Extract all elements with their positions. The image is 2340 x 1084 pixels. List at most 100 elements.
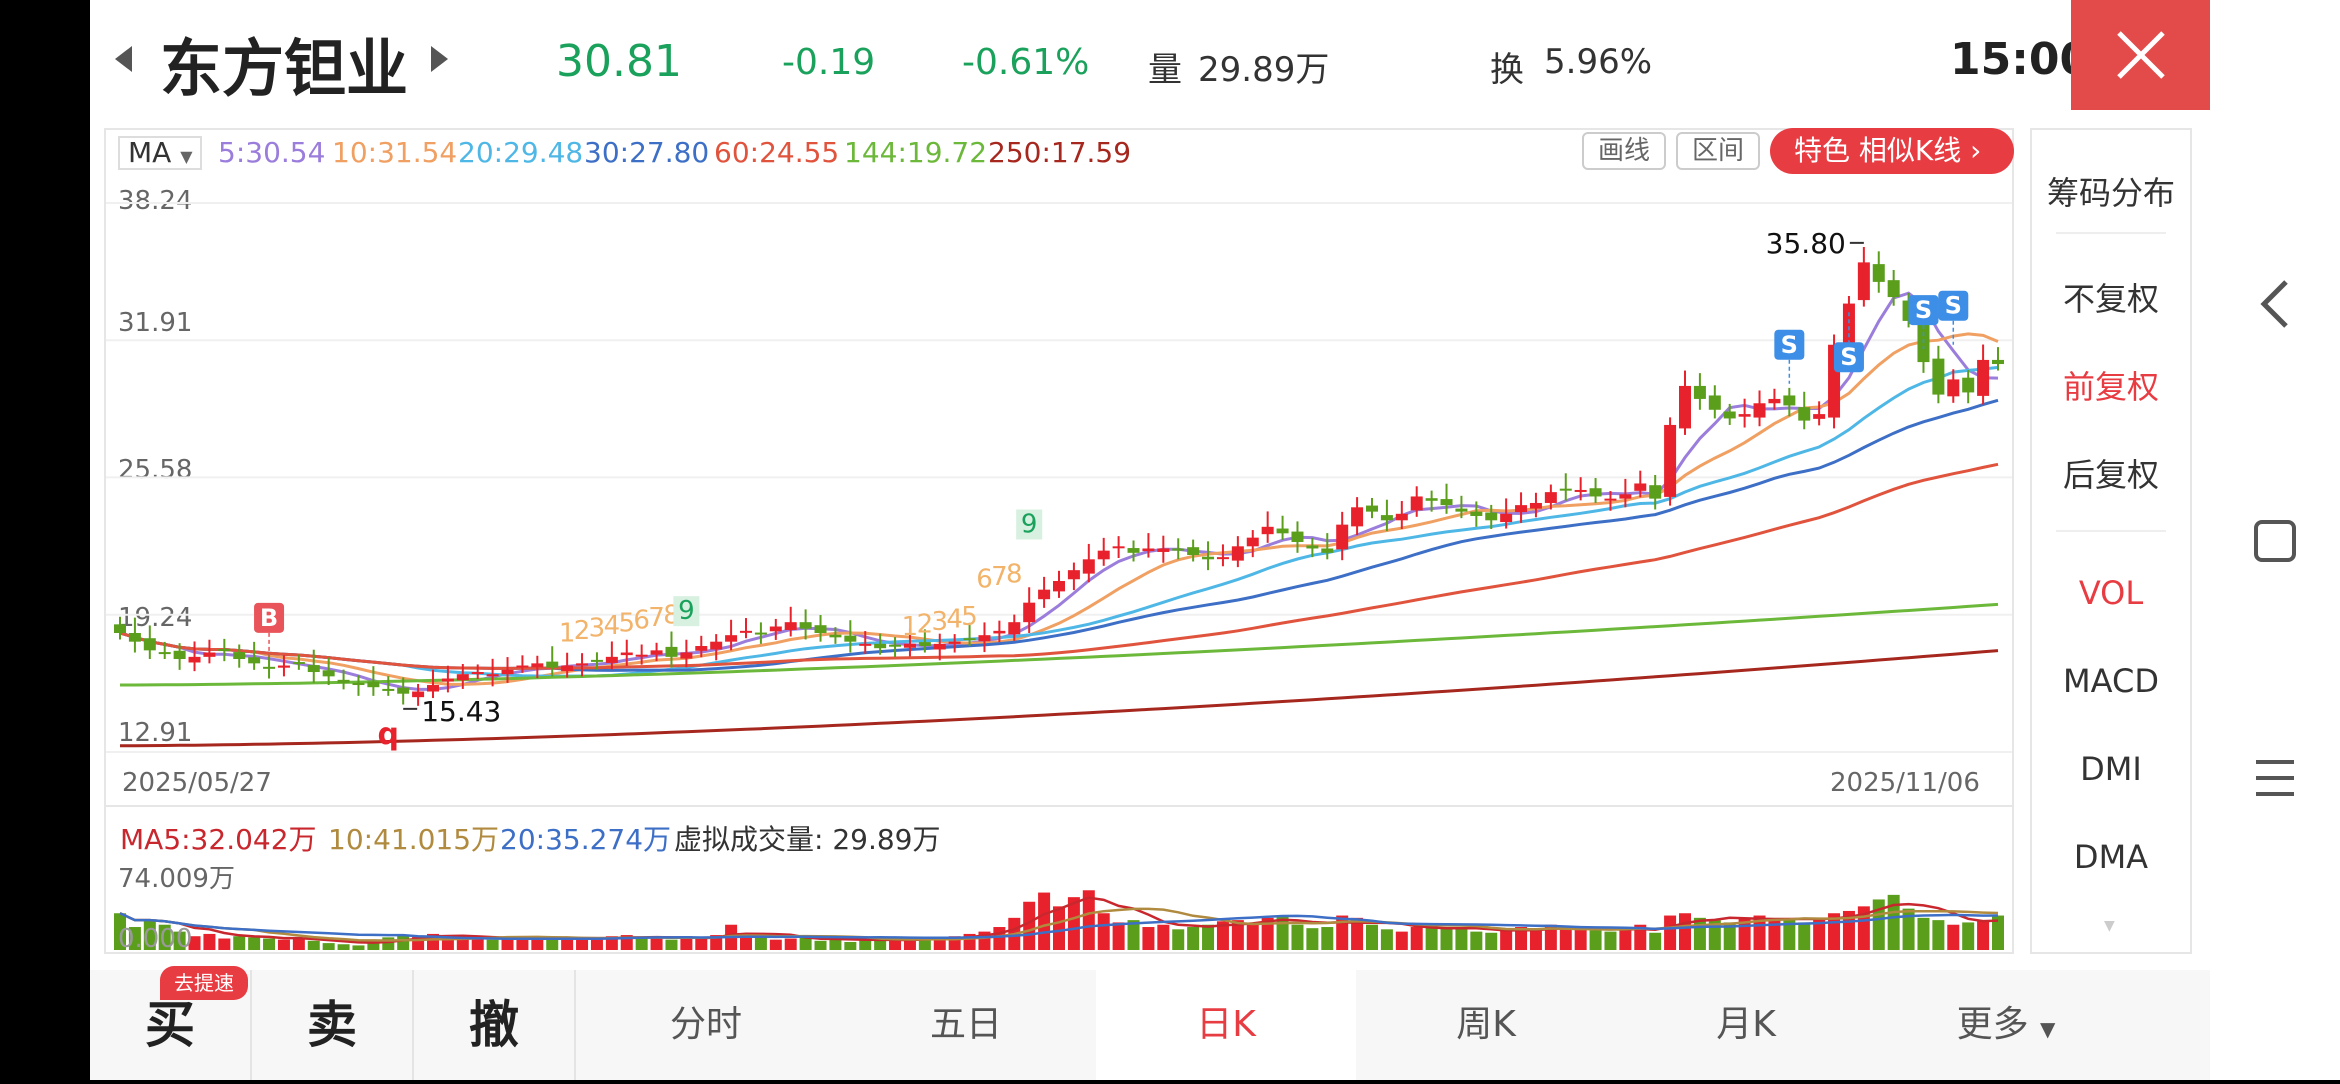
kline-chart-panel[interactable] (104, 128, 2014, 954)
candle-body (1455, 508, 1468, 512)
candle-body (829, 634, 842, 638)
candle-body (590, 659, 603, 662)
volume-bar (1187, 927, 1200, 950)
divider (2056, 232, 2166, 234)
sell-button[interactable]: 卖 (307, 996, 357, 1054)
ma144-value: 144:19.72 (844, 136, 988, 169)
volume-bar (322, 943, 335, 950)
candle-body (769, 626, 782, 632)
backward-adjust-option[interactable]: 后复权 (2062, 456, 2159, 494)
volume-bar (1216, 921, 1229, 950)
scroll-down-icon[interactable]: ▼ (2104, 918, 2115, 934)
candle-body (1172, 548, 1185, 551)
forward-adjust-option[interactable]: 前复权 (2062, 368, 2159, 406)
tab-intraday[interactable]: 分时 (669, 1004, 742, 1045)
volume-bar (1559, 929, 1572, 950)
candle-body (516, 665, 529, 668)
chip-distribution-button[interactable]: 筹码分布 (2046, 174, 2175, 212)
candle-body (322, 670, 335, 677)
nine-text: 9 (1021, 509, 1038, 539)
ma-selector-label: MA (128, 136, 172, 169)
ma60-value: 60:24.55 (714, 136, 840, 169)
turnover-label: 换 (1490, 50, 1524, 90)
indicator-dmi[interactable]: DMI (2080, 750, 2142, 788)
candle-body (784, 622, 797, 630)
tab-daily-k[interactable]: 日K (1096, 970, 1356, 1080)
volume-bar (799, 937, 812, 950)
draw-line-button[interactable]: 画线 (1582, 132, 1666, 170)
candle-body (1142, 548, 1155, 552)
range-button[interactable]: 区间 (1676, 132, 1760, 170)
volume-bar (1023, 901, 1036, 950)
candle-body (248, 657, 261, 664)
candle-body (1977, 359, 1990, 396)
indicator-macd[interactable]: MACD (2063, 662, 2159, 700)
candle-body (740, 630, 752, 633)
seq-count: 8 (1006, 559, 1023, 589)
candle-body (1366, 505, 1378, 512)
ma20-value: 20:29.48 (458, 136, 584, 169)
candle-body (814, 625, 827, 634)
candle-body (456, 674, 469, 681)
vol-max-label: 74.009万 (118, 864, 235, 894)
similar-kline-button[interactable]: 特色 相似K线 › (1770, 128, 2014, 174)
candle-body (173, 650, 186, 660)
candle-body (680, 652, 693, 659)
indicator-vol[interactable]: VOL (2078, 574, 2144, 612)
back-icon[interactable] (2250, 276, 2300, 332)
volume-bar (874, 938, 887, 950)
volume-bar (1410, 927, 1423, 950)
volume-bar (903, 939, 916, 950)
close-button[interactable] (2071, 0, 2210, 110)
candle-body (441, 678, 454, 682)
sell-marker-text: S (1840, 343, 1857, 371)
virtual-volume: 虚拟成交量: 29.89万 (674, 823, 941, 856)
prev-stock-icon[interactable] (115, 46, 132, 72)
no-adjust-option[interactable]: 不复权 (2062, 280, 2159, 318)
tab-five-day[interactable]: 五日 (929, 1004, 1002, 1045)
vol-ma10: 10:41.015万 (328, 823, 500, 856)
volume-bar (1291, 924, 1304, 950)
volume-bar (635, 937, 648, 950)
volume-bar (1366, 924, 1378, 950)
tab-weekly-k[interactable]: 周K (1456, 1004, 1516, 1045)
speed-up-badge[interactable]: 去提速 (160, 966, 248, 1000)
candle-body (1649, 485, 1662, 499)
recents-menu-icon[interactable] (2252, 756, 2298, 800)
volume-bar (1977, 920, 1990, 950)
volume-bar (1574, 928, 1587, 950)
volume-bar (859, 939, 872, 950)
candle-body (1053, 580, 1065, 592)
candle-body (427, 685, 439, 692)
y-tick-label: 12.91 (118, 718, 193, 748)
seq-count: 2 (574, 616, 591, 646)
stock-name[interactable]: 东方钽业 (160, 32, 409, 105)
y-tick-label: 25.58 (118, 455, 193, 485)
candle-body (1634, 483, 1647, 491)
next-stock-icon[interactable] (431, 46, 448, 72)
volume-bar (576, 939, 589, 950)
quote-time: 15:00 (1950, 34, 2091, 85)
tab-monthly-k[interactable]: 月K (1716, 1004, 1776, 1045)
low-price-label: 15.43 (421, 695, 501, 728)
tab-more[interactable]: 更多 ▼ (1876, 970, 2136, 1080)
cancel-order-button[interactable]: 撤 (469, 996, 519, 1054)
volume-bar (218, 938, 231, 950)
seq-count: 2 (917, 610, 934, 640)
candle-body (203, 652, 216, 657)
candle-body (1023, 602, 1036, 623)
sell-marker-box (1908, 295, 1939, 326)
vol-ma20: 20:35.274万 (500, 823, 672, 856)
candle-body (576, 663, 589, 666)
indicator-dma[interactable]: DMA (2073, 838, 2149, 876)
buy-button[interactable]: 买 (145, 996, 195, 1054)
volume-bar (1872, 899, 1885, 950)
candle-body (382, 688, 395, 691)
candle-body (1351, 507, 1364, 527)
candle-body (1202, 556, 1215, 560)
home-icon[interactable] (2252, 518, 2298, 564)
volume-bar (337, 944, 350, 950)
volume-bar (1500, 930, 1513, 950)
volume-bar (665, 939, 678, 950)
ma-selector[interactable]: MA ▼ (118, 136, 202, 170)
